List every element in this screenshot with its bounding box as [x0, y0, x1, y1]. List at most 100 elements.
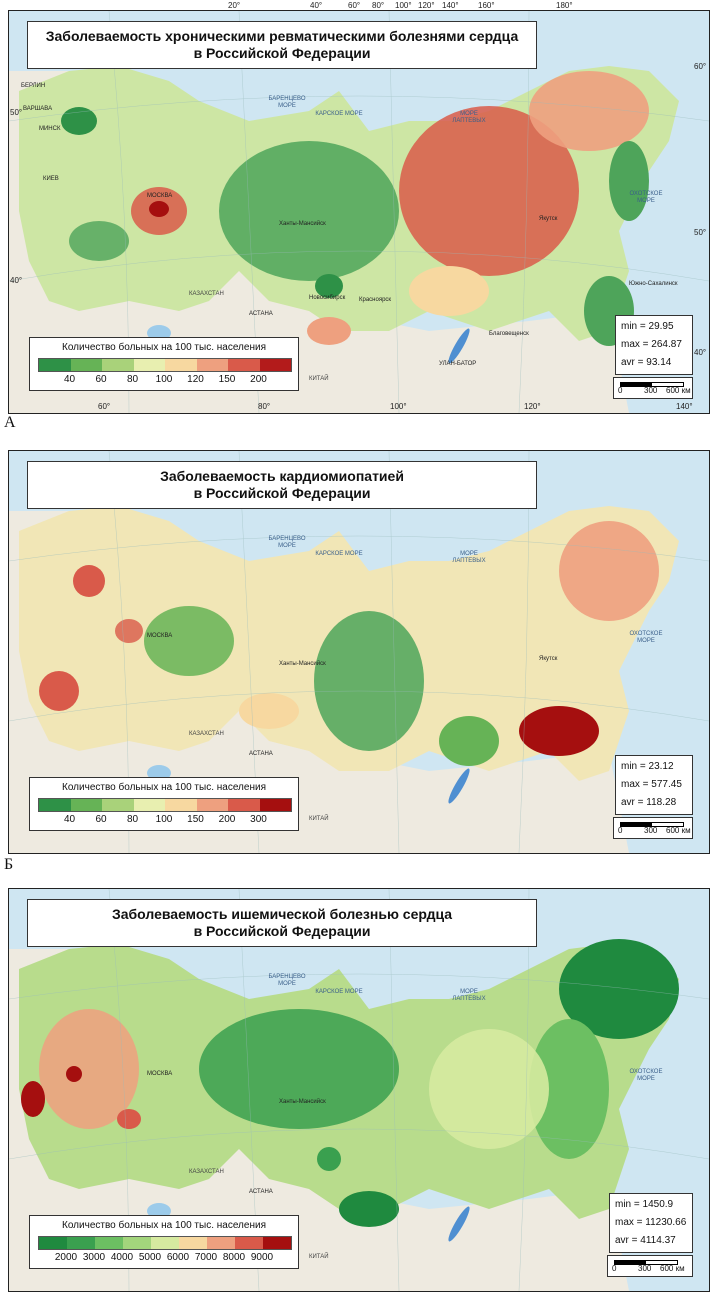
scale-label: 0 — [618, 386, 623, 395]
scale-label: 300 — [644, 826, 658, 835]
longitude-label: 100° — [390, 402, 407, 411]
legend-swatch — [133, 799, 165, 811]
longitude-label: 40° — [310, 1, 323, 10]
legend-swatch — [67, 1237, 95, 1249]
longitude-label: 60° — [98, 402, 111, 411]
legend-title: Количество больных на 100 тыс. населения — [62, 782, 266, 793]
city-label: МОСКВА — [147, 633, 173, 639]
map-title: Заболеваемость хроническими ревматически… — [27, 21, 537, 69]
legend-swatch — [39, 799, 71, 811]
legend-ticks: 40 60 80 100 150 200 300 — [38, 814, 290, 828]
country-label-kazakhstan: КАЗАХСТАН — [189, 291, 224, 297]
sea-label-barents: БАРЕНЦЕВО МОРЕ — [268, 974, 306, 987]
city-label: Благовещенск — [489, 331, 529, 337]
legend-tick-label: 40 — [63, 374, 76, 385]
legend-tick-label: 120 — [187, 374, 204, 385]
city-label: АСТАНА — [249, 311, 273, 317]
legend-swatch — [207, 1237, 235, 1249]
legend-swatch — [102, 799, 134, 811]
stat-min: min = 29.95 — [621, 321, 674, 332]
stat-avr: avr = 118.28 — [621, 797, 677, 808]
latitude-label: 40° — [10, 276, 23, 285]
longitude-label: 120° — [418, 1, 435, 10]
city-label: Якутск — [539, 216, 558, 222]
sea-label-okhotsk: ОХОТСКОЕ МОРЕ — [629, 1069, 663, 1082]
scale-label: 0 — [618, 826, 623, 835]
legend-tick-label: 150 — [218, 374, 236, 385]
city-label: АСТАНА — [249, 1189, 273, 1195]
legend-swatch — [263, 1237, 291, 1249]
legend-tick-label: 200 — [218, 814, 236, 825]
country-label-china: КИТАЙ — [309, 376, 329, 382]
scale-bar: 0 300 600 км — [613, 377, 693, 399]
map-canvas — [9, 889, 709, 1291]
legend-swatch — [179, 1237, 207, 1249]
longitude-label: 180° — [556, 1, 573, 10]
legend-tick-label: 300 — [250, 814, 267, 825]
map-panel-c: Заболеваемость ишемической болезнью серд… — [8, 888, 710, 1292]
legend-color-bar — [38, 1236, 292, 1250]
city-label: Красноярск — [359, 297, 392, 303]
city-label: Ханты-Мансийск — [279, 661, 326, 667]
country-label-china: КИТАЙ — [309, 816, 329, 822]
city-label: Южно-Сахалинск — [629, 281, 678, 287]
stat-max: max = 264.87 — [621, 339, 682, 350]
legend-swatch — [165, 799, 197, 811]
legend-title: Количество больных на 100 тыс. населения — [62, 342, 266, 353]
map-title: Заболеваемость кардиомиопатией в Российс… — [27, 461, 537, 509]
stat-max: max = 11230.66 — [615, 1217, 687, 1228]
longitude-label: 140° — [676, 402, 693, 411]
stat-max: max = 577.45 — [621, 779, 682, 790]
sea-label-kara: КАРСКОЕ МОРЕ — [315, 551, 363, 557]
sea-label-laptev: МОРЕ ЛАПТЕВЫХ — [452, 989, 486, 1002]
map-panel-a: Заболеваемость хроническими ревматически… — [8, 10, 710, 414]
legend-swatch — [70, 359, 102, 371]
country-label-kazakhstan: КАЗАХСТАН — [189, 731, 224, 737]
legend-swatch — [165, 359, 197, 371]
longitude-label: 100° — [395, 1, 412, 10]
longitude-label: 20° — [228, 1, 241, 10]
longitude-label: 80° — [372, 1, 385, 10]
longitude-label: 120° — [524, 402, 541, 411]
legend-swatch — [39, 1237, 67, 1249]
legend-swatch — [133, 359, 165, 371]
scale-label: 600 км — [666, 826, 691, 835]
color-legend: Количество больных на 100 тыс. населения… — [29, 777, 299, 831]
stats-box: min = 23.12 max = 577.45 avr = 118.28 — [615, 755, 693, 815]
map-title: Заболеваемость ишемической болезнью серд… — [27, 899, 537, 947]
sea-label-kara: КАРСКОЕ МОРЕ — [315, 111, 363, 117]
title-line-1: Заболеваемость хроническими ревматически… — [45, 28, 519, 44]
color-legend: Количество больных на 100 тыс. населения… — [29, 337, 299, 391]
stats-box: min = 1450.9 max = 11230.66 avr = 4114.3… — [609, 1193, 693, 1253]
sea-label-barents: БАРЕНЦЕВО МОРЕ — [268, 96, 306, 109]
city-label: БЕРЛИН — [21, 83, 46, 89]
stats-box: min = 29.95 max = 264.87 avr = 93.14 — [615, 315, 693, 375]
latitude-label: 50° — [10, 108, 23, 117]
latitude-label: 40° — [694, 348, 707, 357]
city-label: МИНСК — [39, 126, 61, 132]
longitude-label: 140° — [442, 1, 459, 10]
legend-swatch — [102, 359, 134, 371]
legend-swatch — [235, 1237, 263, 1249]
latitude-label: 60° — [694, 62, 707, 71]
panel-letter-a: А — [4, 414, 16, 431]
city-label: Новосибирск — [309, 295, 346, 301]
legend-tick-label: 80 — [126, 374, 139, 385]
legend-tick-label: 5000 — [138, 1252, 162, 1263]
city-label: УЛАН-БАТОР — [439, 361, 477, 367]
legend-tick-label: 100 — [155, 374, 173, 385]
sea-label-laptev: МОРЕ ЛАПТЕВЫХ — [452, 551, 486, 564]
legend-tick-label: 8000 — [222, 1252, 246, 1263]
city-label: Ханты-Мансийск — [279, 1099, 326, 1105]
sea-label-barents: БАРЕНЦЕВО МОРЕ — [268, 536, 306, 549]
legend-tick-label: 6000 — [166, 1252, 190, 1263]
legend-tick-label: 2000 — [54, 1252, 78, 1263]
legend-swatch — [259, 359, 291, 371]
city-label: АСТАНА — [249, 751, 273, 757]
scale-label: 600 км — [666, 386, 691, 395]
legend-tick-label: 60 — [95, 374, 107, 385]
legend-swatch — [95, 1237, 123, 1249]
scale-label: 0 — [612, 1264, 617, 1273]
scale-label: 300 — [644, 386, 658, 395]
country-label-china: КИТАЙ — [309, 1254, 329, 1260]
